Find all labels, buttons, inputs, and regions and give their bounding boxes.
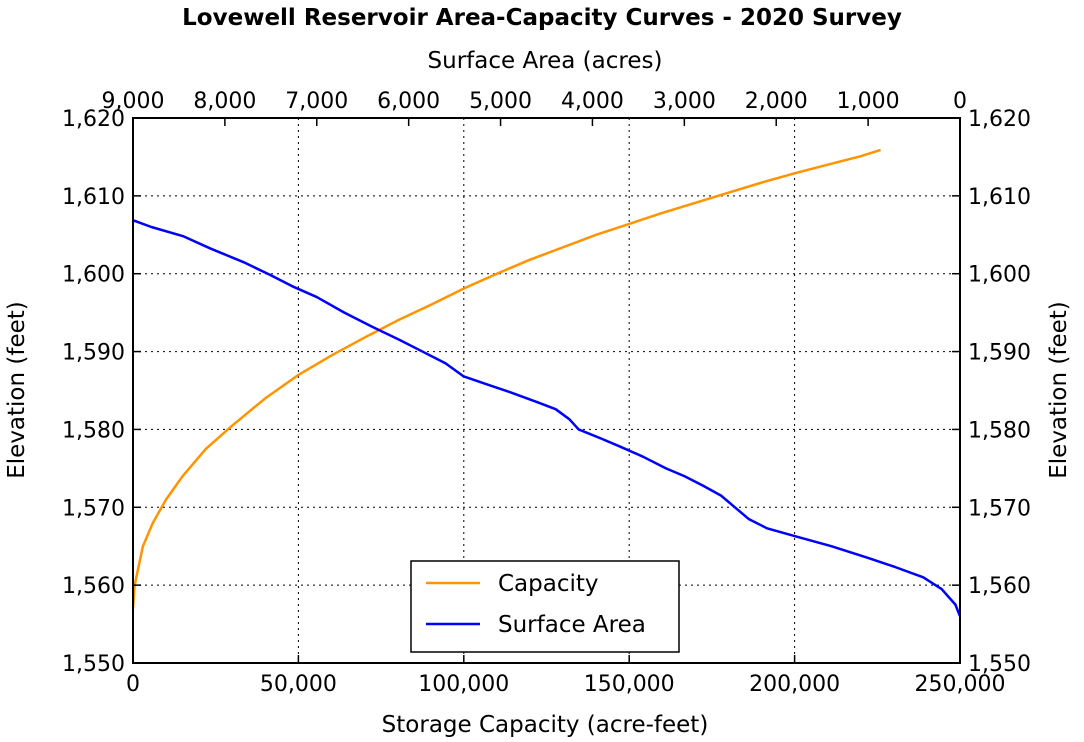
plot-frame xyxy=(132,117,961,664)
legend: Capacity Surface Area xyxy=(410,560,680,653)
y-tick-label-left: 1,560 xyxy=(62,574,125,599)
x2-tick-label: 7,000 xyxy=(285,89,348,114)
left-axis-label: Elevation (feet) xyxy=(4,301,30,479)
x2-tick-label: 3,000 xyxy=(653,89,716,114)
x2-tick-label: 2,000 xyxy=(745,89,808,114)
y-tick-label-left: 1,620 xyxy=(62,107,125,132)
y-tick-label-left: 1,550 xyxy=(62,652,125,677)
x2-tick-label: 9,000 xyxy=(102,89,165,114)
y-tick-label-right: 1,580 xyxy=(968,418,1031,443)
x2-tick-label: 6,000 xyxy=(377,89,440,114)
chart-title: Lovewell Reservoir Area-Capacity Curves … xyxy=(182,5,902,31)
x-tick-label: 100,000 xyxy=(418,672,509,697)
series-line-surface-area xyxy=(133,218,960,617)
y-tick-label-right: 1,590 xyxy=(968,341,1031,366)
axis-ticks: 0 50,000 100,000 150,000 200,000 250,000 9,000… xyxy=(62,89,1031,697)
y-tick-label-right: 1,570 xyxy=(968,496,1031,521)
y-tick-label-left: 1,600 xyxy=(62,263,125,288)
x-tick-label: 150,000 xyxy=(584,672,675,697)
right-axis-label: Elevation (feet) xyxy=(1046,301,1072,479)
y-tick-label-right: 1,550 xyxy=(968,652,1031,677)
top-axis-label: Surface Area (acres) xyxy=(428,48,663,74)
y-tick-label-left: 1,570 xyxy=(62,496,125,521)
x2-tick-label: 5,000 xyxy=(469,89,532,114)
x2-tick-label: 4,000 xyxy=(561,89,624,114)
y-tick-label-right: 1,560 xyxy=(968,574,1031,599)
x2-tick-label: 8,000 xyxy=(193,89,256,114)
y-tick-label-right: 1,620 xyxy=(968,107,1031,132)
y-tick-label-left: 1,580 xyxy=(62,418,125,443)
legend-surface-area-label: Surface Area xyxy=(498,612,646,638)
legend-box xyxy=(410,560,680,653)
y-tick-label-right: 1,600 xyxy=(968,263,1031,288)
series-lines xyxy=(133,148,960,617)
bottom-axis-label: Storage Capacity (acre-feet) xyxy=(382,712,709,738)
x2-tick-label: 0 xyxy=(953,89,967,114)
y-tick-label-left: 1,610 xyxy=(62,185,125,210)
x-tick-label: 200,000 xyxy=(749,672,840,697)
x-tick-label: 50,000 xyxy=(260,672,337,697)
x-tick-label: 250,000 xyxy=(915,672,1006,697)
y-tick-label-left: 1,590 xyxy=(62,341,125,366)
series-line-capacity xyxy=(133,148,881,609)
y-tick-label-right: 1,610 xyxy=(968,185,1031,210)
x2-tick-label: 1,000 xyxy=(837,89,900,114)
grid-lines xyxy=(133,118,960,663)
x-tick-label: 0 xyxy=(126,672,140,697)
legend-capacity-label: Capacity xyxy=(498,571,599,597)
